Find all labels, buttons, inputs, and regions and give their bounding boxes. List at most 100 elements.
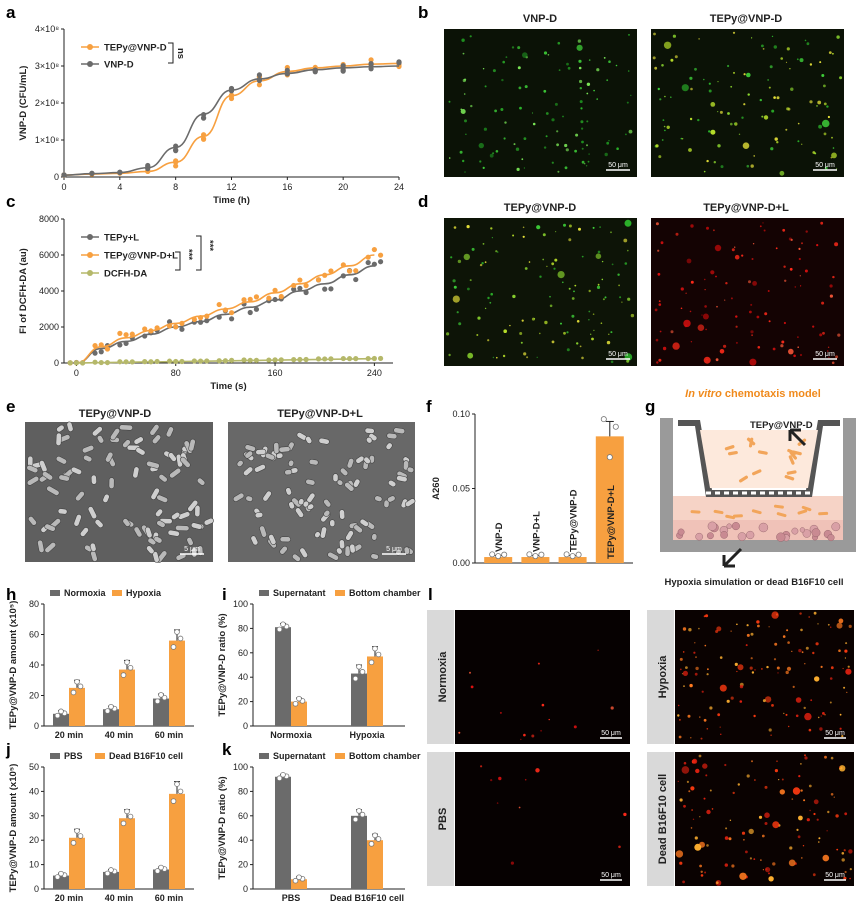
data-point (177, 788, 184, 795)
fluorescent-spot (588, 319, 590, 321)
bacterium-rod (264, 452, 276, 461)
fluorescent-spot (699, 716, 701, 718)
bacterium-rod (757, 450, 768, 455)
micrograph-b-tepy (651, 29, 844, 177)
data-point (371, 261, 377, 267)
x-tick-label: 40 min (105, 730, 134, 740)
fluorescent-spot (737, 664, 744, 671)
fluorescent-spot (706, 728, 709, 730)
fluorescent-spot (839, 727, 842, 730)
fluorescent-spot (812, 873, 816, 877)
y-axis-label: TEPy@VNP-D ratio (%) (217, 776, 228, 879)
data-point (104, 359, 111, 366)
fluorescent-spot (737, 783, 740, 786)
data-point (158, 692, 164, 698)
fluorescent-spot (608, 333, 610, 335)
fluorescent-spot (731, 248, 735, 252)
fluorescent-spot (821, 74, 825, 77)
fluorescent-spot (764, 812, 770, 818)
chemotaxis-title-rest: chemotaxis model (722, 388, 821, 400)
fluorescent-spot (595, 253, 602, 259)
fluorescent-spot (832, 52, 834, 55)
panel-letter-i: i (222, 585, 227, 604)
fluorescent-spot (790, 87, 794, 91)
fluorescent-spot (593, 89, 595, 92)
fluorescent-spot (716, 626, 722, 632)
fluorescent-spot (606, 79, 609, 82)
panel-letter-f: f (426, 397, 432, 416)
panel-letter-c: c (6, 192, 15, 211)
fluorescent-spot (597, 250, 601, 254)
fluorescent-spot (690, 786, 695, 791)
data-point (229, 357, 235, 363)
data-point (278, 357, 284, 363)
y-tick-label: 40 (238, 672, 248, 682)
fluorescent-spot (760, 859, 762, 861)
bacterium-rod (156, 494, 169, 503)
x-tick-label: 24 (394, 182, 404, 192)
fluorescent-spot (571, 297, 575, 300)
data-point (73, 360, 80, 366)
sig-label-1: *** (183, 249, 194, 260)
data-point (70, 689, 77, 696)
fluorescent-spot (522, 226, 525, 229)
fluorescent-spot (736, 670, 738, 673)
fluorescent-spot (838, 649, 841, 652)
fluorescent-spot (719, 349, 725, 354)
bacterium-rod (26, 475, 40, 486)
fluorescent-spot (816, 244, 819, 247)
bacterium-rod (323, 509, 331, 517)
fluorescent-spot (681, 673, 684, 675)
fluorescent-spot (688, 628, 692, 632)
fluorescent-spot (706, 159, 709, 163)
fluorescent-spot (654, 66, 658, 70)
data-point (495, 553, 502, 560)
bacterium-rod (363, 456, 371, 465)
fluorescent-spot (812, 651, 815, 655)
bacterium-rod (751, 509, 762, 515)
fluorescent-spot (759, 225, 762, 228)
legend-label: Hypoxia (126, 588, 162, 598)
bacterium-rod (345, 530, 354, 541)
fluorescent-spot (772, 821, 780, 829)
bacterium-rod (371, 533, 378, 541)
cell (831, 522, 841, 532)
fluorescent-spot (502, 60, 506, 64)
x-tick-label: 20 min (55, 730, 84, 740)
fluorescent-spot (596, 68, 600, 72)
x-tick-label: Normoxia (270, 730, 313, 740)
fluorescent-spot (706, 673, 709, 676)
data-point (177, 635, 184, 642)
data-point (216, 301, 222, 308)
fluorescent-spot (578, 227, 581, 231)
bacterium-rod (171, 511, 181, 520)
fluorescent-spot (789, 846, 793, 850)
fluorescent-spot (724, 863, 728, 867)
fluorescent-spot (462, 159, 465, 163)
fluorescent-spot (801, 242, 803, 245)
fluorescent-spot (845, 642, 848, 645)
fluorescent-spot (786, 47, 790, 51)
bar (291, 879, 307, 889)
fluorescent-spot (734, 246, 736, 248)
data-point (312, 69, 318, 75)
data-point (228, 86, 235, 92)
fluorescent-spot (619, 296, 622, 299)
fluorescent-spot (757, 624, 760, 628)
data-point (200, 115, 207, 121)
bacterium-rod (302, 500, 310, 508)
data-point (74, 678, 80, 685)
bacterium-rod (732, 514, 743, 518)
bar (367, 840, 383, 889)
scale-label-b2: 50 μm (815, 162, 835, 169)
fluorescent-spot (581, 356, 584, 360)
cell (677, 528, 685, 536)
bacterium-rod (306, 503, 315, 511)
fluorescent-spot (606, 340, 611, 345)
fluorescent-spot (703, 615, 706, 618)
y-tick-label: 3×10⁸ (35, 61, 59, 71)
fluorescent-spot (713, 229, 715, 232)
fluorescent-spot (539, 332, 541, 335)
fluorescent-spot (832, 147, 835, 149)
data-point (123, 359, 129, 365)
